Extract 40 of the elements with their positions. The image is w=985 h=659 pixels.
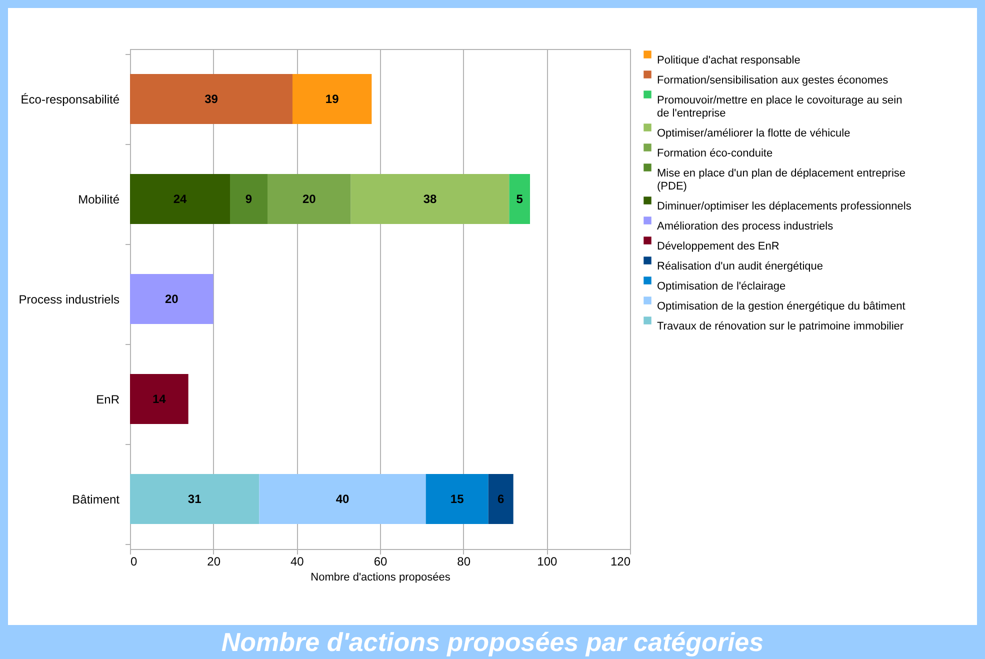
legend-label: Formation éco-conduite: [657, 148, 773, 160]
data-label: 6: [497, 492, 504, 506]
legend-label: Optimisation de la gestion énergétique du bâtiment: [657, 300, 906, 312]
legend-label: Amélioration des process industriels: [657, 220, 834, 232]
legend-label: Promouvoir/mettre en place le covoiturage au sein de l'entreprise: [657, 94, 902, 120]
data-label: 20: [164, 292, 179, 306]
data-label: 5: [516, 192, 524, 206]
data-label: 38: [423, 192, 437, 206]
data-label: 19: [325, 92, 340, 106]
y-tick-label: Bâtiment: [72, 492, 120, 506]
text: Nombre d'actions proposées par catégories: [8, 625, 977, 659]
legend-label: Formation/sensibilisation aux gestes économes: [657, 74, 889, 86]
y-tick-label: Process industriels: [18, 292, 120, 306]
data-label: 9: [245, 192, 252, 206]
data-label: 24: [173, 192, 187, 206]
y-tick-label: Éco-responsabilité: [20, 92, 120, 106]
legend-label: Mise en place d'un plan de déplacement entreprise (PDE): [657, 168, 906, 192]
legend-label: Optimiser/améliorer la flotte de véhicule: [657, 128, 850, 140]
x-axis-title: Nombre d'actions proposées: [310, 572, 451, 584]
legend-label: Travaux de rénovation sur le patrimoine immobilier: [657, 320, 904, 332]
legend-label: Réalisation d'un audit énergétique: [657, 260, 823, 272]
legend-label: Développement des EnR: [657, 240, 780, 252]
x-tick-label: 120: [610, 554, 631, 568]
data-label: 40: [336, 492, 350, 506]
legend-label: Optimisation de l'éclairage: [657, 280, 786, 292]
x-tick-label: 80: [457, 554, 471, 568]
data-label: 39: [204, 92, 218, 106]
data-label: 14: [152, 392, 166, 406]
y-tick-label: Mobilité: [78, 192, 120, 206]
y-tick-label: EnR: [96, 392, 120, 406]
x-tick-label: 40: [290, 554, 304, 568]
legend-label: Diminuer/optimiser les déplacements professionnels: [657, 200, 912, 212]
x-tick-label: 60: [374, 554, 388, 568]
x-tick-label: 100: [537, 554, 558, 568]
x-tick-label: 20: [207, 554, 221, 568]
legend-label: Politique d'achat responsable: [657, 54, 800, 66]
data-label: 20: [302, 192, 316, 206]
data-label: 31: [188, 492, 202, 506]
data-label: 15: [450, 492, 464, 506]
x-tick-label: 0: [130, 554, 138, 568]
